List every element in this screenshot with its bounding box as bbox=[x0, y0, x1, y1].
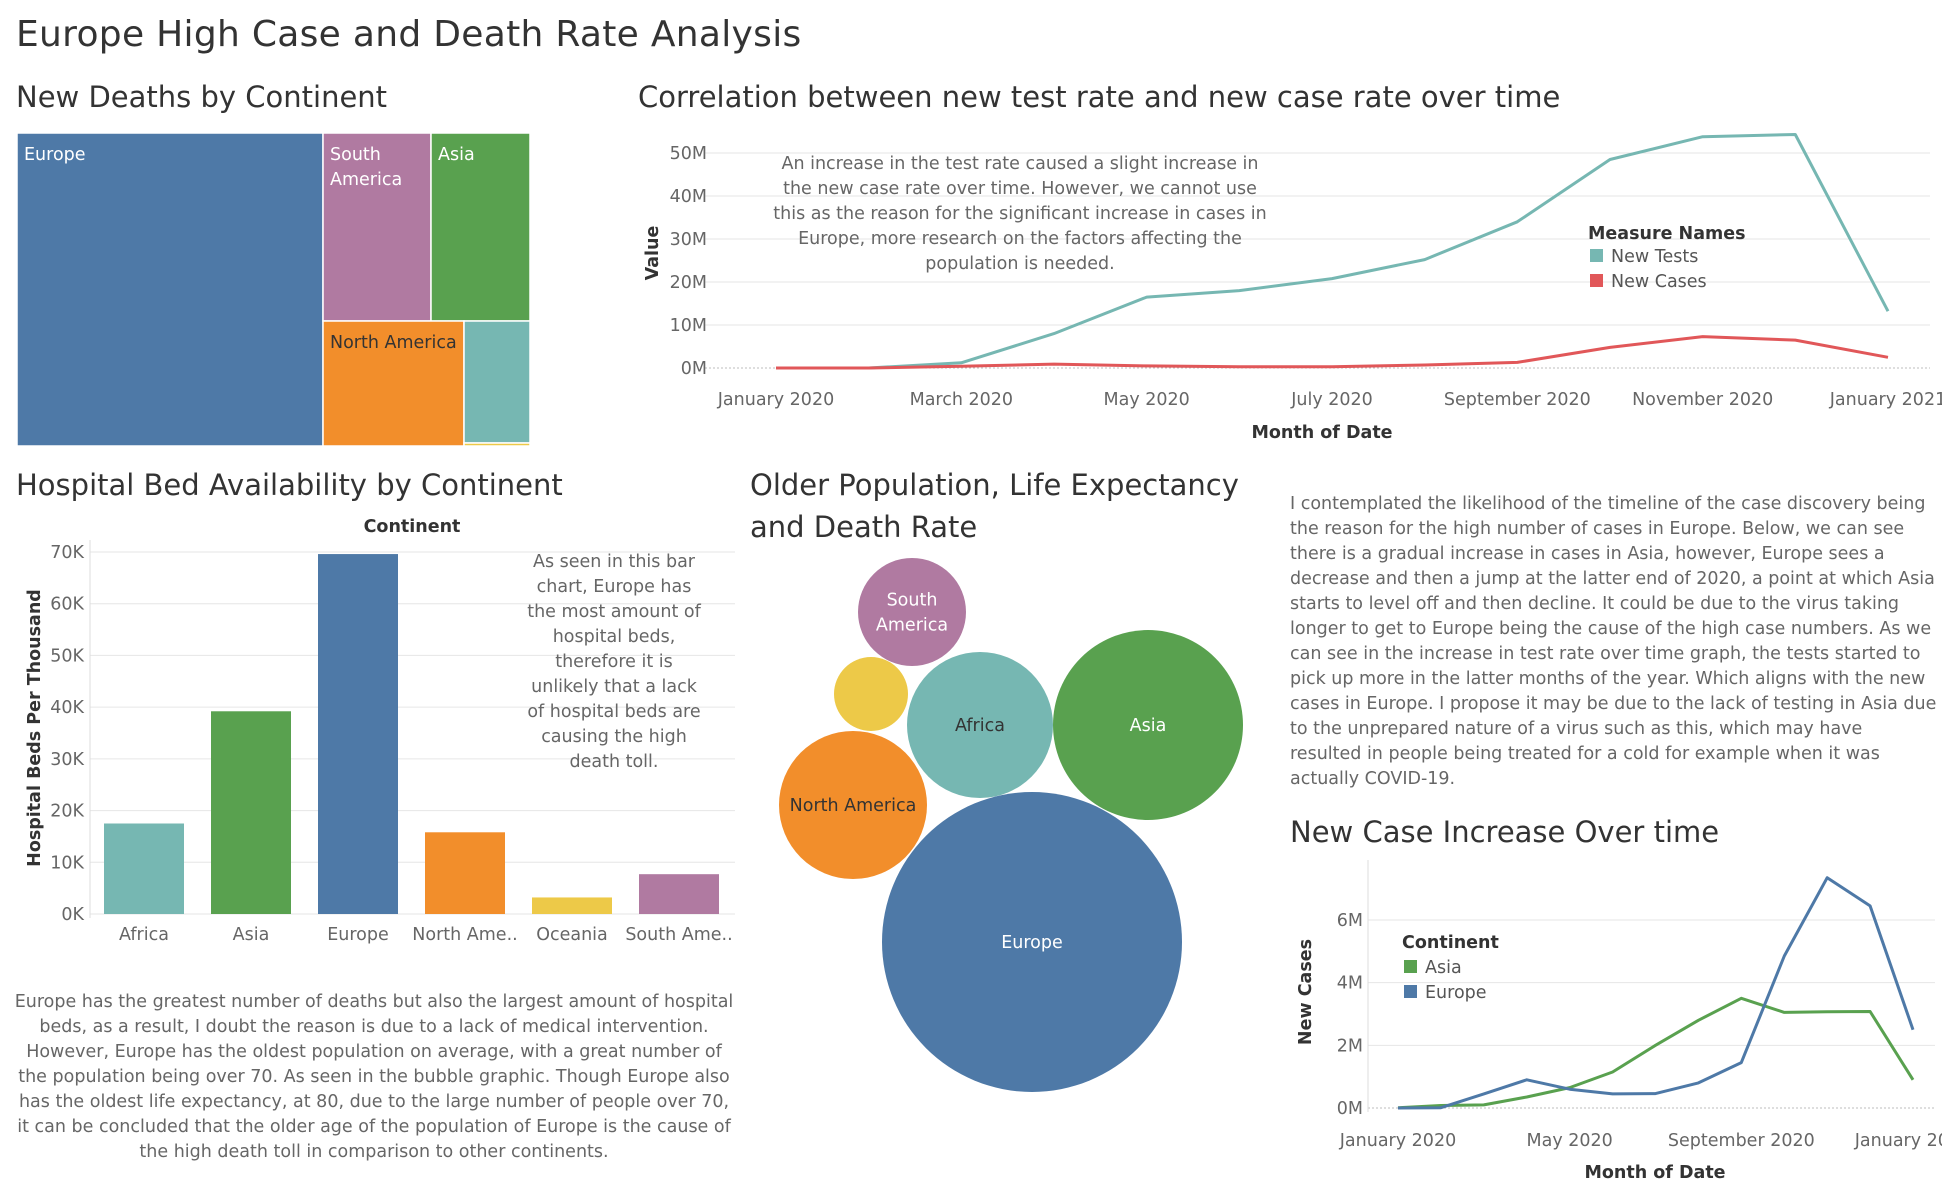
bar-x-label: Europe bbox=[327, 925, 389, 945]
line1-y-tick: 50M bbox=[670, 144, 707, 164]
bubble-label-south-america: America bbox=[876, 616, 948, 636]
hospital-beds-bar-chart[interactable]: Continent 0K 10K 20K 30K 40K 50K 60K 70K Hospital… bbox=[25, 517, 735, 945]
line2-x-tick: January 2021 bbox=[1854, 1131, 1942, 1151]
bar-y-tick: 0K bbox=[61, 905, 84, 925]
bubble-label-europe: Europe bbox=[1001, 933, 1063, 953]
bar-y-tick: 60K bbox=[50, 595, 84, 615]
bubble-north-america bbox=[779, 731, 927, 879]
line2-y-tick: 2M bbox=[1337, 1036, 1363, 1056]
line1-y-tick: 30M bbox=[670, 230, 707, 250]
treemap-label-south-america: America bbox=[330, 170, 402, 190]
bar-x-label: Africa bbox=[119, 925, 169, 945]
line1-y-axis-title: Value bbox=[643, 226, 663, 281]
treemap-label-south-america: South bbox=[330, 145, 381, 165]
bubble-label-africa: Africa bbox=[955, 716, 1005, 736]
line1-legend-swatch-new-tests bbox=[1590, 249, 1603, 262]
bar-oceania bbox=[532, 897, 612, 914]
line1-y-tick: 0M bbox=[681, 359, 707, 379]
bar-x-label: North Ame.. bbox=[412, 925, 517, 945]
treemap-label-europe: Europe bbox=[24, 145, 86, 165]
line1-legend-label-new-tests: New Tests bbox=[1611, 247, 1698, 267]
bar-africa bbox=[104, 823, 184, 914]
line2-y-tick: 0M bbox=[1337, 1099, 1363, 1119]
line2-x-axis-title: Month of Date bbox=[1584, 1163, 1725, 1183]
treemap-tile-oceania bbox=[463, 442, 531, 447]
bar-header: Continent bbox=[364, 517, 461, 537]
bar-y-tick: 40K bbox=[50, 698, 84, 718]
line2-x-tick: May 2020 bbox=[1527, 1131, 1613, 1151]
line2-y-tick: 6M bbox=[1337, 911, 1363, 931]
treemap-label-north-america: North America bbox=[330, 333, 457, 353]
bar-y-axis-title: Hospital Beds Per Thousand bbox=[25, 589, 45, 867]
bubble-asia bbox=[1053, 630, 1243, 820]
line1-x-tick: November 2020 bbox=[1632, 390, 1773, 410]
bar-y-tick: 10K bbox=[50, 853, 84, 873]
bubble-south-america bbox=[858, 558, 966, 666]
line1-legend-label-new-cases: New Cases bbox=[1611, 272, 1707, 292]
line2-series-asia bbox=[1397, 996, 1915, 1110]
line1-y-tick: 40M bbox=[670, 187, 707, 207]
bubble-label-asia: Asia bbox=[1130, 716, 1167, 736]
line2-legend-label-asia: Asia bbox=[1425, 958, 1462, 978]
treemap-tile-north-america bbox=[322, 320, 465, 447]
line1-y-tick: 20M bbox=[670, 273, 707, 293]
line2-series-europe bbox=[1397, 876, 1915, 1110]
line1-x-tick: May 2020 bbox=[1104, 390, 1190, 410]
bar-y-tick: 70K bbox=[50, 543, 84, 563]
tests-cases-line-chart[interactable]: 0M 10M 20M 30M 40M 50M January 2020 March 2020 M… bbox=[643, 133, 1942, 444]
line1-x-tick: July 2020 bbox=[1290, 390, 1373, 410]
dashboard-title: Europe High Case and Death Rate Analysis bbox=[16, 14, 802, 55]
line2-legend-title: Continent bbox=[1402, 933, 1499, 953]
bar-south-ame bbox=[639, 874, 719, 914]
bar-y-tick: 50K bbox=[50, 646, 84, 666]
line1-x-tick: January 2021 bbox=[1829, 390, 1942, 410]
line1-x-axis-title: Month of Date bbox=[1251, 423, 1392, 443]
bar-north-ame bbox=[425, 832, 505, 914]
line1-series-new-cases bbox=[776, 335, 1889, 370]
bubble-oceania bbox=[834, 657, 908, 731]
bar-x-label: Oceania bbox=[536, 925, 608, 945]
asia-europe-line-chart[interactable]: 0M 2M 4M 6M January 2020 May 2020 September 20… bbox=[1296, 860, 1942, 1183]
treemap-tile-europe bbox=[16, 132, 324, 447]
line-chart-annotation: An increase in the test rate caused a sl… bbox=[773, 154, 1267, 274]
bar-asia bbox=[211, 711, 291, 914]
bar-y-tick: 20K bbox=[50, 802, 84, 822]
line1-legend-title: Measure Names bbox=[1588, 224, 1746, 244]
bubble-label-south-america: South bbox=[887, 591, 938, 611]
asia-europe-title: New Case Increase Over time bbox=[1290, 815, 1720, 849]
line2-legend-label-europe: Europe bbox=[1425, 983, 1487, 1003]
treemap-chart[interactable]: Europe South America Asia North America bbox=[16, 132, 531, 447]
treemap-title: New Deaths by Continent bbox=[16, 80, 388, 114]
line2-x-tick: January 2020 bbox=[1339, 1131, 1456, 1151]
bar-x-label: Asia bbox=[233, 925, 270, 945]
bubble-africa bbox=[907, 652, 1053, 798]
bubble-title-line1: Older Population, Life Expectancy bbox=[750, 468, 1239, 502]
line1-x-tick: January 2020 bbox=[717, 390, 834, 410]
bottom-left-note: Europe has the greatest number of deaths… bbox=[14, 992, 734, 1162]
line2-legend-swatch-europe bbox=[1404, 985, 1417, 998]
line-chart-title: Correlation between new test rate and ne… bbox=[638, 80, 1561, 114]
line1-series-new-tests bbox=[776, 133, 1890, 370]
bar-chart-title: Hospital Bed Availability by Continent bbox=[16, 468, 563, 502]
line2-legend-swatch-asia bbox=[1404, 960, 1417, 973]
bar-x-label: South Ame.. bbox=[625, 925, 732, 945]
line1-x-tick: March 2020 bbox=[910, 390, 1013, 410]
line1-y-tick: 10M bbox=[670, 316, 707, 336]
line1-x-tick: September 2020 bbox=[1444, 390, 1591, 410]
line2-y-tick: 4M bbox=[1337, 974, 1363, 994]
right-note: I contemplated the likelihood of the tim… bbox=[1290, 494, 1937, 789]
treemap-label-asia: Asia bbox=[438, 145, 475, 165]
bubble-europe bbox=[882, 792, 1182, 1092]
bar-chart-annotation: As seen in this bar chart, Europe has th… bbox=[527, 552, 701, 772]
bubble-chart[interactable]: South America Africa Asia North America Europ… bbox=[779, 558, 1243, 1092]
bar-y-tick: 30K bbox=[50, 750, 84, 770]
bubble-title-line2: and Death Rate bbox=[750, 510, 978, 544]
line2-x-tick: September 2020 bbox=[1668, 1131, 1815, 1151]
bar-europe bbox=[318, 554, 398, 914]
treemap-tile-africa bbox=[463, 320, 531, 444]
bubble-label-north-america: North America bbox=[790, 796, 917, 816]
line1-legend-swatch-new-cases bbox=[1590, 274, 1603, 287]
line2-y-axis-title: New Cases bbox=[1296, 939, 1316, 1045]
